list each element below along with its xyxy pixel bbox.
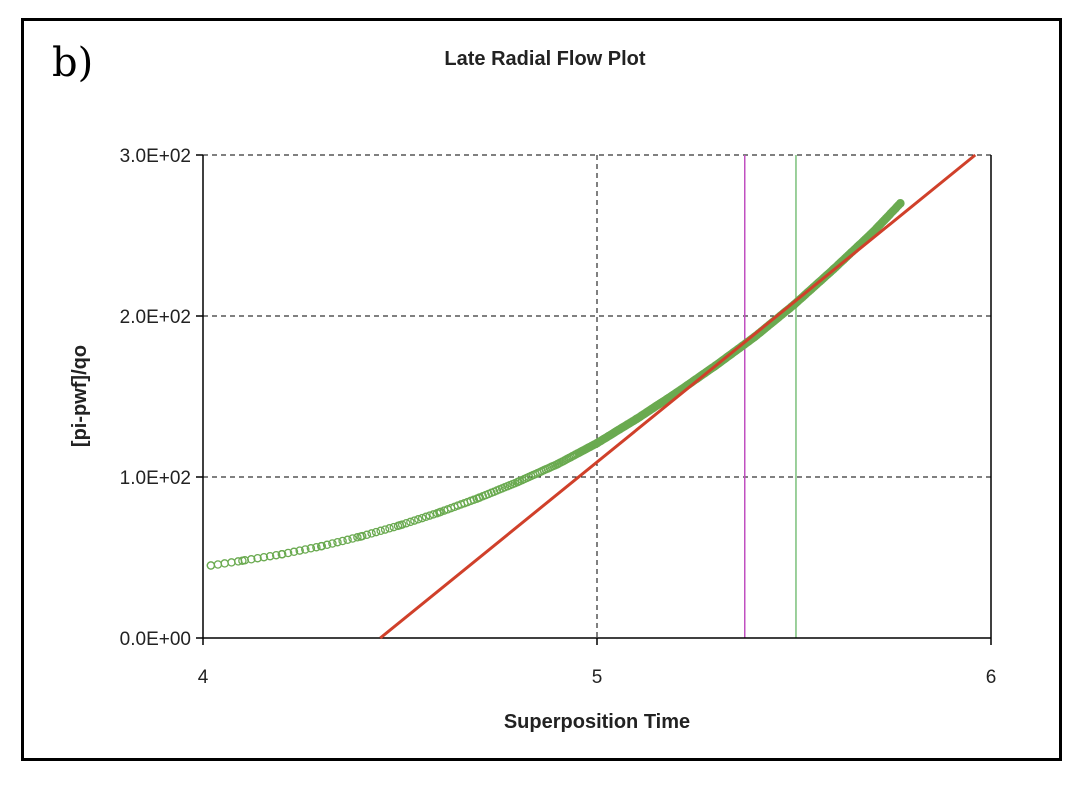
y-axis-label: [pi-pwf]/qo <box>69 345 91 447</box>
data-point <box>316 541 326 551</box>
data-point <box>295 546 304 555</box>
vertical-markers <box>744 155 797 638</box>
panel-label: b) <box>52 40 94 86</box>
data-point <box>417 513 427 523</box>
data-point <box>371 527 381 537</box>
data-point <box>474 493 484 503</box>
data-point <box>306 544 316 553</box>
data-point <box>271 550 281 560</box>
data-point <box>348 534 357 543</box>
data-point <box>353 533 362 542</box>
data-point <box>238 556 247 565</box>
data-point <box>356 532 365 541</box>
x-tick-label: 6 <box>986 667 997 688</box>
x-tick-label: 5 <box>592 667 603 688</box>
data-point <box>227 558 236 567</box>
data-point <box>328 539 337 548</box>
data-point <box>247 555 256 564</box>
data-point <box>301 545 310 554</box>
data-point <box>553 459 562 469</box>
data-point <box>283 548 293 558</box>
data-point <box>322 540 332 550</box>
x-axis-label: Superposition Time <box>504 711 690 733</box>
y-tick-label: 3.0E+02 <box>120 146 191 167</box>
chart-title: Late Radial Flow Plot <box>444 48 646 70</box>
data-point <box>868 228 878 237</box>
data-points <box>206 199 905 570</box>
y-tick-label: 2.0E+02 <box>120 307 191 328</box>
x-tick-label: 4 <box>198 667 209 688</box>
data-point <box>343 535 352 545</box>
data-point <box>289 547 299 557</box>
data-point <box>435 508 444 517</box>
data-point <box>312 542 321 552</box>
data-point <box>338 536 347 546</box>
data-point <box>632 414 641 424</box>
data-point <box>206 561 216 570</box>
data-point <box>376 526 385 536</box>
y-tick-label: 1.0E+02 <box>120 468 191 489</box>
data-point <box>220 559 229 568</box>
data-point <box>367 529 376 538</box>
data-point <box>385 524 394 533</box>
axes <box>196 154 992 645</box>
data-point <box>425 511 434 520</box>
data-point <box>421 512 431 522</box>
data-point <box>414 515 423 524</box>
fit-line <box>379 153 977 640</box>
data-point <box>213 560 223 569</box>
data-point <box>513 477 523 487</box>
data-point <box>277 550 287 559</box>
data-point <box>592 438 602 448</box>
figure-frame <box>21 18 1062 761</box>
tick-labels: 0.0E+00 1.0E+02 2.0E+02 3.0E+02 4 5 6 <box>120 146 997 688</box>
fit-line-segment <box>379 153 977 640</box>
y-tick-label: 0.0E+00 <box>120 629 191 650</box>
data-point <box>259 552 269 562</box>
data-point <box>333 537 342 547</box>
data-point <box>380 525 390 534</box>
data-point <box>253 553 262 563</box>
data-point <box>406 517 415 527</box>
data-point <box>395 521 405 530</box>
data-point <box>265 551 275 561</box>
data-point <box>896 199 905 208</box>
data-point <box>410 516 419 525</box>
